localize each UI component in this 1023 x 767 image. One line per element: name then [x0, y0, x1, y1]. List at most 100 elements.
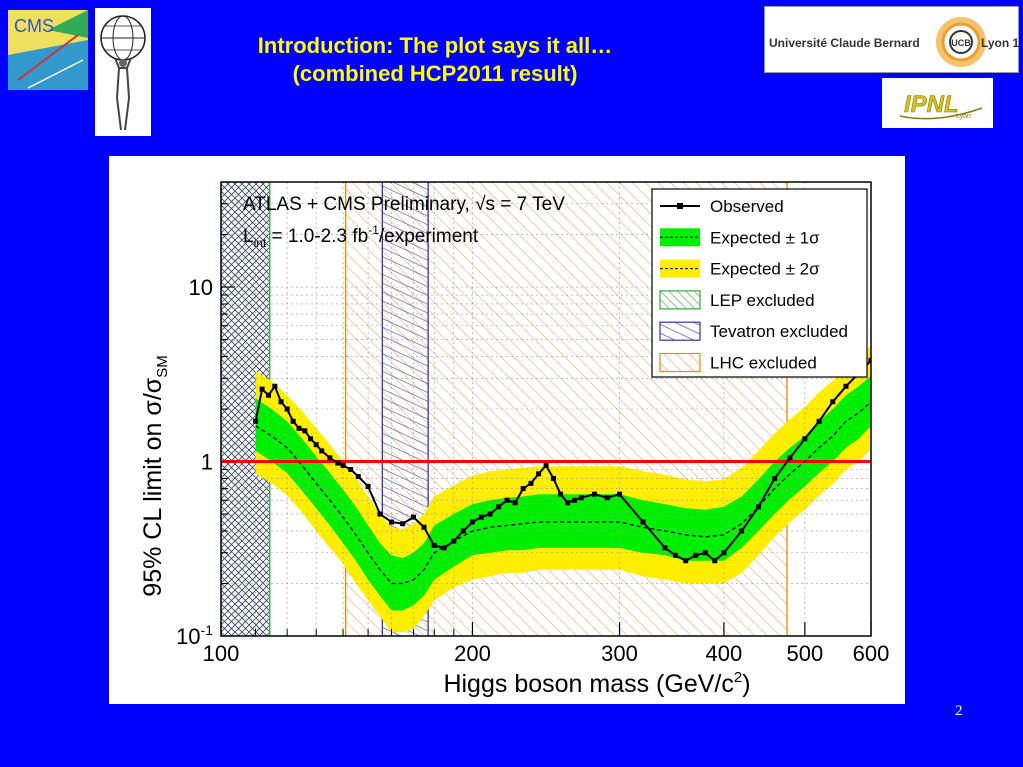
observed-point: [335, 460, 341, 466]
observed-point: [340, 462, 346, 468]
higgs-limit-chart: 100 200 300 400 500 600 10-1 1 10 ATLAS + CMS Pr…: [139, 181, 890, 698]
observed-point: [400, 521, 406, 527]
atlas-figure-graphic: [100, 15, 146, 131]
observed-point: [536, 471, 542, 477]
ipnl-logo-graphic: IPNL Lyon: [899, 91, 983, 120]
annotation-line2: Lint = 1.0-2.3 fb-1/experiment: [243, 223, 479, 250]
observed-point: [739, 528, 745, 534]
observed-point: [558, 491, 564, 497]
observed-point: [683, 558, 689, 564]
observed-point: [550, 475, 556, 481]
observed-point: [272, 383, 278, 389]
plot-frame: 100 200 300 400 500 600 10-1 1 10 ATLAS + CMS Pr…: [109, 156, 905, 704]
observed-point: [543, 462, 549, 468]
observed-point: [308, 436, 314, 442]
observed-point: [787, 455, 793, 461]
observed-point: [640, 519, 646, 525]
cms-logo: CMS: [8, 10, 88, 90]
atlas-figure-logo: [95, 8, 151, 136]
university-name: Université Claude Bernard: [769, 36, 920, 50]
observed-point: [327, 455, 333, 461]
legend-symbol-lhc-excluded: [659, 352, 701, 373]
page-number: 2: [955, 703, 963, 719]
legend-label-lhc-excluded: LHC excluded: [710, 354, 817, 373]
x-tick-label: 400: [706, 641, 743, 666]
legend-symbol-lep-excluded: [659, 290, 701, 310]
observed-point: [451, 538, 457, 544]
legend-label-expected-1: Expected ± 1σ: [710, 228, 820, 247]
limit-lines: [221, 357, 871, 585]
observed-point: [520, 486, 526, 492]
university-logo: Université Claude Bernard UCB Lyon 1: [764, 6, 1020, 73]
observed-point: [431, 543, 437, 549]
observed-point: [843, 383, 849, 389]
observed-point: [565, 500, 571, 506]
x-tick-label: 500: [786, 641, 823, 666]
observed-point: [441, 545, 447, 551]
legend-marker-observed: [677, 203, 683, 209]
observed-point: [296, 425, 302, 431]
observed-point: [389, 519, 395, 525]
x-tick-label: 300: [601, 641, 638, 666]
legend-label-expected-2: Expected ± 2σ: [710, 260, 820, 279]
observed-point: [278, 399, 284, 405]
observed-point: [816, 418, 822, 424]
observed-point: [662, 545, 668, 551]
observed-point: [348, 467, 354, 473]
observed-point: [702, 550, 708, 556]
observed-point: [377, 511, 383, 517]
cms-logo-text: CMS: [14, 16, 54, 36]
y-axis-label: 95% CL limit on σ/σSM: [139, 355, 171, 596]
observed-point: [460, 528, 466, 534]
observed-point: [487, 511, 493, 517]
observed-point: [365, 483, 371, 489]
university-city: Lyon 1: [981, 36, 1020, 50]
observed-point: [302, 428, 308, 434]
observed-point: [259, 386, 265, 392]
legend-symbol-tevatron-excluded: [659, 321, 701, 341]
observed-point: [290, 418, 296, 424]
observed-point: [693, 552, 699, 558]
expected-median-line: [255, 401, 871, 585]
observed-point: [604, 495, 610, 501]
x-axis-label: Higgs boson mass (GeV/c2): [443, 669, 750, 698]
legend: Observed Expected ± 1σ Expected ± 2σ LEP ex…: [651, 188, 868, 378]
legend-label-lep-excluded: LEP excluded: [710, 291, 815, 310]
observed-point: [284, 406, 290, 412]
observed-point: [253, 418, 259, 424]
ipnl-subtext: Lyon: [956, 113, 971, 120]
x-tick-label: 100: [203, 641, 240, 666]
observed-point: [319, 448, 325, 454]
observed-point: [266, 392, 272, 398]
legend-box: [651, 188, 868, 378]
observed-point: [772, 475, 778, 481]
cms-logo-graphic: CMS: [8, 10, 88, 90]
observed-point: [410, 514, 416, 520]
slide-title-line2: (combined HCP2011 result): [292, 61, 578, 86]
observed-point: [572, 497, 578, 503]
observed-point: [802, 436, 808, 442]
ipnl-logo: IPNL Lyon: [882, 78, 993, 128]
observed-point: [592, 491, 598, 497]
ipnl-text: IPNL: [904, 91, 959, 118]
observed-point: [830, 399, 836, 405]
x-tick-label: 200: [454, 641, 491, 666]
x-tick-label: 600: [853, 641, 890, 666]
observed-point: [721, 550, 727, 556]
observed-point: [478, 514, 484, 520]
observed-point: [469, 519, 475, 525]
y-tick-label: 10-1: [176, 622, 213, 649]
observed-point: [504, 497, 510, 503]
observed-point: [672, 552, 678, 558]
observed-point: [496, 504, 502, 510]
legend-label-tevatron-excluded: Tevatron excluded: [710, 322, 848, 341]
observed-point: [512, 500, 518, 506]
slide-title: Introduction: The plot says it all… (com…: [175, 32, 695, 88]
observed-point: [755, 504, 761, 510]
slide-title-line1: Introduction: The plot says it all…: [257, 33, 613, 58]
observed-point: [313, 442, 319, 448]
observed-point: [528, 480, 534, 486]
legend-label-observed: Observed: [710, 197, 784, 216]
annotation-line1: ATLAS + CMS Preliminary, √s = 7 TeV: [243, 194, 565, 215]
observed-point: [617, 491, 623, 497]
